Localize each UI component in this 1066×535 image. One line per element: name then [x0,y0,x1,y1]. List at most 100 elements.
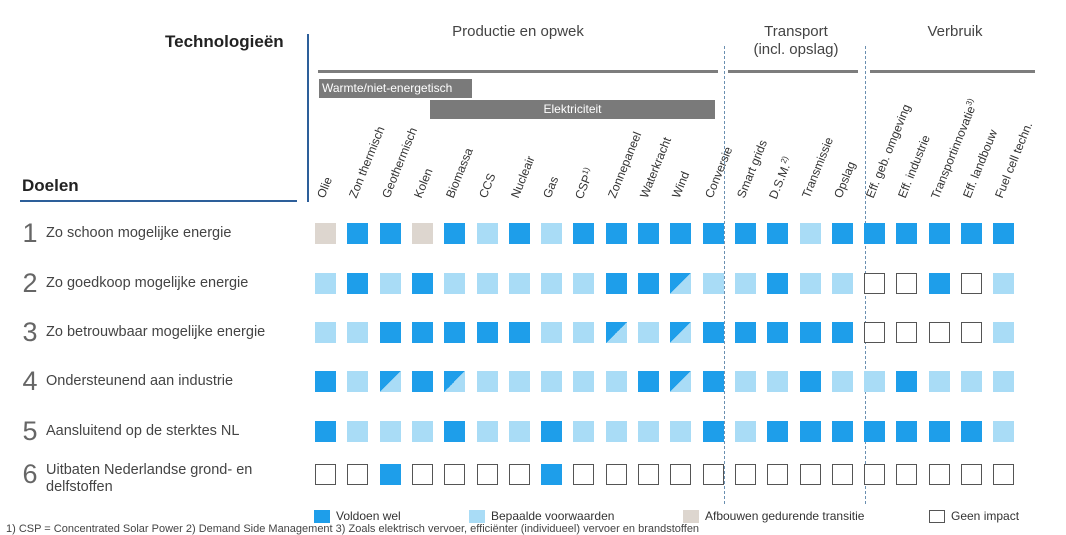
row-number-3: 3 [22,317,38,347]
matrix-cell [896,464,918,485]
row-label-6: Uitbaten Nederlandse grond- en delfstoff… [46,462,253,495]
column-label-7: Nucleair [507,153,538,200]
matrix-cell [638,421,659,442]
matrix-cell [896,421,918,442]
matrix-cell [379,273,401,294]
dashed-separator-transport [724,46,725,504]
matrix-cell [573,322,595,343]
legend-label-light: Bepaalde voorwaarden [491,509,615,523]
matrix-cell [315,223,336,244]
column-label-4: Kolen [410,166,436,200]
goals-title: Doelen [22,176,79,195]
matrix-cell [508,223,530,244]
row-label-4: Ondersteunend aan industrie [46,373,234,389]
row-number-1: 1 [22,218,38,248]
legend-label-grey: Afbouwen gedurende transitie [705,509,865,523]
matrix-cell [670,464,692,485]
matrix-cell [767,421,789,442]
matrix-cell [896,322,918,343]
matrix-cell [928,223,950,244]
matrix-cell [896,273,918,294]
legend-swatch-grey [683,510,699,523]
matrix-cell [864,421,886,442]
matrix-cell [831,223,853,244]
column-label-11: Waterkracht [637,135,675,200]
matrix-cell [508,464,530,485]
matrix-cell [961,322,982,343]
matrix-cell [799,464,821,485]
matrix-cell [734,464,756,485]
matrix-cell [670,421,692,442]
matrix-cell [541,464,563,485]
matrix-cell [799,223,821,244]
matrix-cell [605,371,627,392]
column-label-6: CCS [475,171,498,200]
matrix-cell [444,223,466,244]
matrix-cell [702,464,724,485]
matrix-cell [702,371,724,392]
subgroup-electricity-bar: Elektriciteit [430,100,715,119]
matrix-cell [670,273,692,294]
matrix-cell [734,273,756,294]
row-label-5: Aansluitend op de sterktes NL [46,423,240,439]
matrix-cell [993,421,1015,442]
matrix-cell [799,371,821,392]
matrix-cell [347,421,369,442]
row-label-3: Zo betrouwbaar mogelijke energie [46,324,266,340]
group-consumption-line [870,70,1035,73]
footnote: 1) CSP = Concentrated Solar Power 2) Dem… [6,523,700,535]
matrix-cell [928,371,950,392]
matrix-cell [961,421,982,442]
matrix-cell [541,371,563,392]
matrix-cell [315,273,336,294]
column-label-12: Wind [669,169,693,200]
matrix-cell [799,421,821,442]
matrix-cell [831,464,853,485]
matrix-cell [411,223,433,244]
matrix-cell [993,223,1015,244]
matrix-cell [508,273,530,294]
matrix-cell [541,273,563,294]
matrix-cell [605,273,627,294]
group-transport: Transport (incl. opslag) [753,23,839,58]
matrix-cell [347,464,369,485]
matrix-cell [702,421,724,442]
matrix-cell [702,322,724,343]
matrix-cell [896,223,918,244]
matrix-cell [379,223,401,244]
matrix-cell [379,371,401,392]
goals-underline [20,200,297,202]
row-label-1: Zo schoon mogelijke energie [46,225,232,241]
column-label-9: CSP1) [572,165,595,201]
row-number-4: 4 [22,366,38,396]
matrix-cell [702,273,724,294]
matrix-cell [993,273,1015,294]
matrix-cell [476,322,498,343]
matrix-cell [605,223,627,244]
matrix-cell [541,223,563,244]
matrix-cell [379,421,401,442]
matrix-cell [864,322,886,343]
legend-label-dark: Voldoen wel [336,509,401,523]
matrix-cell [573,421,595,442]
matrix-cell [896,371,918,392]
matrix-cell [508,322,530,343]
matrix-cell [444,273,466,294]
vertical-divider [307,34,309,202]
matrix-cell [928,322,950,343]
matrix-cell [670,223,692,244]
column-label-19: Eff. industrie [895,133,934,200]
column-label-15: D.S.M.2) [766,154,793,201]
matrix-cell [928,464,950,485]
matrix-cell [734,223,756,244]
matrix-cell [638,273,659,294]
column-label-17: Opslag [830,159,859,200]
matrix-cell [864,273,886,294]
matrix-cell [928,273,950,294]
matrix-cell [476,223,498,244]
matrix-cell [444,464,466,485]
matrix-cell [508,421,530,442]
matrix-cell [444,322,466,343]
matrix-cell [379,464,401,485]
column-label-1: Olie [314,174,335,200]
